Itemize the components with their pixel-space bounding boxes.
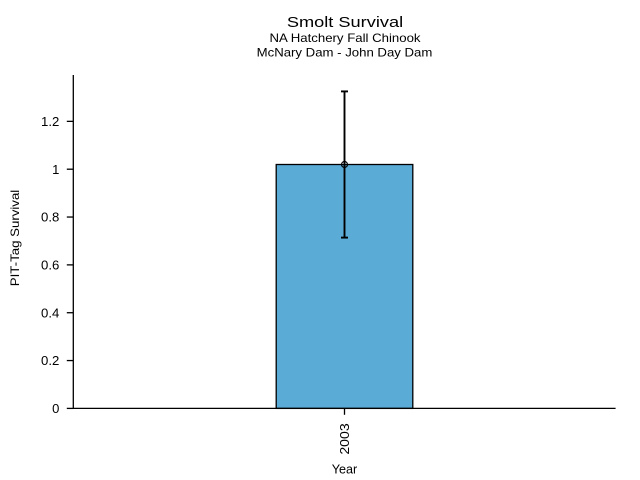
svg-text:2003: 2003: [337, 423, 352, 454]
svg-text:0.2: 0.2: [41, 353, 59, 368]
svg-text:PIT-Tag Survival: PIT-Tag Survival: [8, 190, 22, 287]
svg-text:Smolt Survival: Smolt Survival: [287, 15, 403, 31]
svg-text:0.4: 0.4: [41, 305, 59, 320]
svg-text:NA Hatchery Fall Chinook: NA Hatchery Fall Chinook: [270, 31, 422, 45]
svg-text:0: 0: [52, 401, 59, 416]
svg-text:Year: Year: [332, 463, 357, 477]
svg-text:0.6: 0.6: [41, 258, 59, 273]
svg-text:1: 1: [52, 162, 59, 177]
svg-text:McNary Dam - John Day Dam: McNary Dam - John Day Dam: [257, 45, 433, 59]
svg-text:0.8: 0.8: [41, 210, 59, 225]
svg-text:1.2: 1.2: [41, 114, 59, 129]
